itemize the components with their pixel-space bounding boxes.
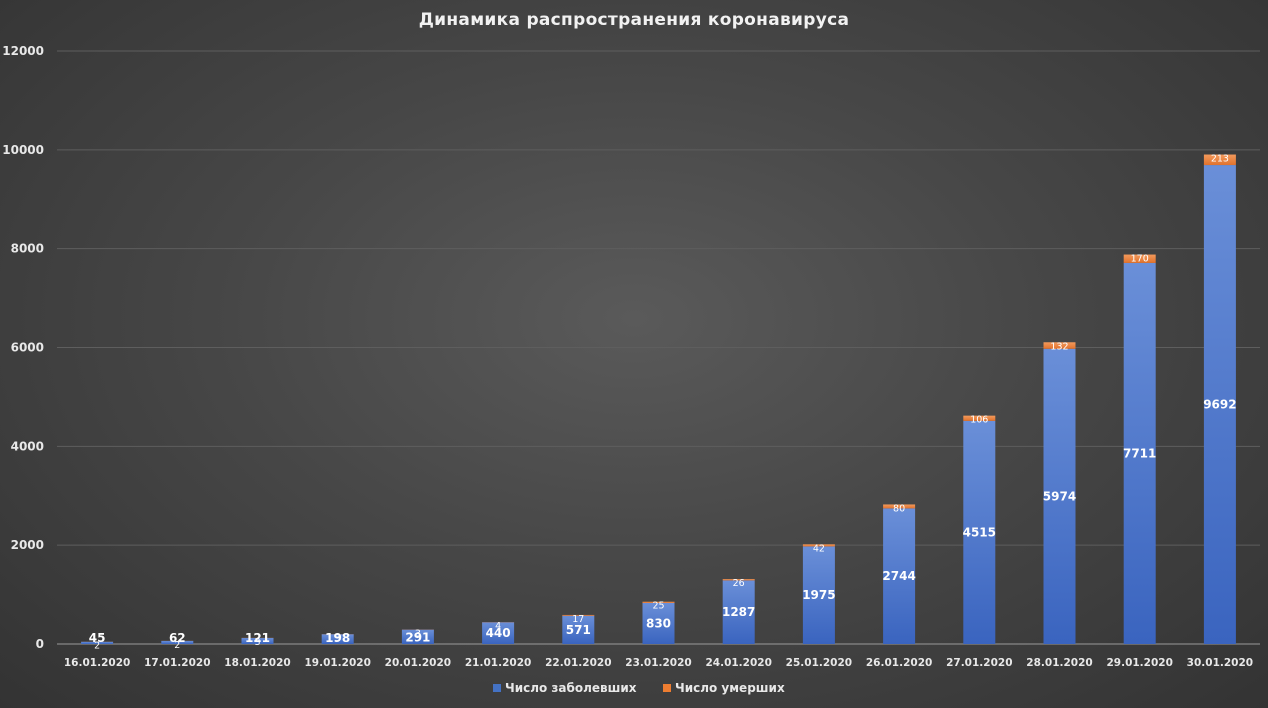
x-tick-label: 25.01.2020 [786, 657, 852, 669]
data-label-deaths: 2 [174, 640, 180, 651]
legend-swatch [493, 684, 501, 692]
data-label-deaths: 213 [1211, 154, 1229, 165]
data-label-deaths: 17 [572, 614, 584, 625]
x-tick-label: 21.01.2020 [465, 657, 531, 669]
bar-deaths [1203, 154, 1236, 166]
x-tick-label: 22.01.2020 [545, 657, 611, 669]
data-label-deaths: 132 [1050, 341, 1068, 352]
bar-deaths [883, 504, 916, 509]
y-tick-label: 0 [36, 637, 44, 651]
y-tick-label: 10000 [2, 143, 44, 157]
data-label-cases: 198 [325, 631, 350, 645]
bar-cases [1123, 262, 1156, 644]
bar-deaths [963, 415, 996, 421]
bar-cases [241, 638, 274, 644]
data-label-cases: 571 [566, 623, 591, 637]
x-tick-label: 19.01.2020 [304, 657, 370, 669]
x-tick-label: 26.01.2020 [866, 657, 932, 669]
data-label-cases: 62 [169, 631, 186, 645]
data-label-cases: 4515 [963, 525, 996, 539]
x-tick-label: 24.01.2020 [705, 657, 771, 669]
x-tick-label: 27.01.2020 [946, 657, 1012, 669]
y-tick-label: 6000 [11, 341, 44, 355]
data-label-deaths: 25 [652, 601, 664, 612]
bar-cases [722, 580, 755, 644]
data-label-deaths: 3 [254, 637, 260, 648]
bar-cases [883, 508, 916, 644]
data-label-cases: 1975 [802, 588, 835, 602]
x-tick-label: 17.01.2020 [144, 657, 210, 669]
y-tick-label: 8000 [11, 242, 44, 256]
y-tick-label: 2000 [11, 538, 44, 552]
data-label-cases: 7711 [1123, 446, 1156, 460]
x-tick-label: 18.01.2020 [224, 657, 290, 669]
x-tick-label: 23.01.2020 [625, 657, 691, 669]
y-tick-label: 4000 [11, 439, 44, 453]
bar-cases [642, 602, 675, 644]
data-label-deaths: 3 [415, 628, 421, 639]
data-label-cases: 5974 [1043, 489, 1076, 503]
legend-label: Число умерших [675, 681, 785, 695]
bar-deaths [642, 601, 675, 603]
data-label-cases: 291 [405, 631, 430, 645]
x-tick-label: 20.01.2020 [385, 657, 451, 669]
data-label-deaths: 4 [495, 621, 501, 632]
data-label-cases: 440 [486, 626, 511, 640]
data-label-deaths: 170 [1131, 254, 1149, 265]
y-tick-label: 12000 [2, 44, 44, 58]
data-label-cases: 121 [245, 631, 270, 645]
data-label-deaths: 3 [335, 633, 341, 644]
bar-cases [321, 634, 354, 644]
bar-deaths [562, 614, 595, 616]
data-label-deaths: 106 [970, 415, 988, 426]
data-label-cases: 9692 [1203, 398, 1236, 412]
bar-deaths [802, 544, 835, 547]
bar-cases [482, 622, 515, 644]
bar-cases [963, 420, 996, 644]
x-tick-label: 16.01.2020 [64, 657, 130, 669]
bar-deaths [1123, 254, 1156, 263]
data-label-cases: 45 [89, 631, 106, 645]
x-tick-label: 30.01.2020 [1187, 657, 1253, 669]
legend-label: Число заболевших [505, 681, 637, 695]
data-label-cases: 2744 [882, 569, 915, 583]
data-label-deaths: 42 [813, 543, 825, 554]
bar-cases [802, 546, 835, 644]
chart-title: Динамика распространения коронавируса [418, 10, 850, 30]
bar-cases [1203, 165, 1236, 645]
data-label-deaths: 80 [893, 503, 905, 514]
bar-deaths [1043, 342, 1076, 349]
data-label-cases: 830 [646, 616, 671, 630]
data-label-deaths: 2 [94, 641, 100, 652]
bar-cases [1043, 348, 1076, 644]
bar-cases [562, 615, 595, 644]
data-label-cases: 1287 [722, 605, 755, 619]
bar-cases [401, 629, 434, 644]
bar-cases [81, 641, 114, 644]
legend-swatch [663, 684, 671, 692]
x-tick-label: 29.01.2020 [1106, 657, 1172, 669]
bar-deaths [722, 579, 755, 581]
x-tick-label: 28.01.2020 [1026, 657, 1092, 669]
data-label-deaths: 26 [733, 578, 745, 589]
bar-cases [161, 640, 194, 644]
